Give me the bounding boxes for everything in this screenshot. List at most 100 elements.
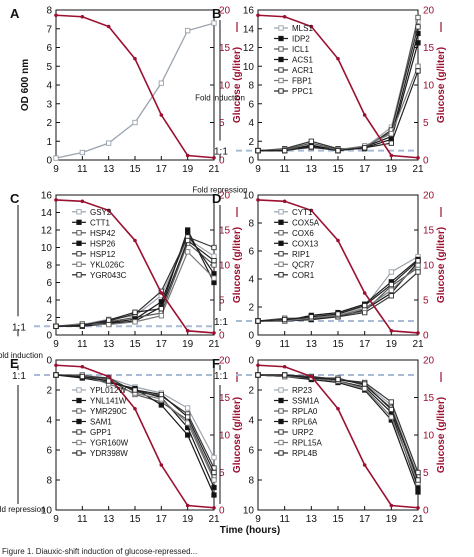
legend-entry: RPL6A — [292, 418, 318, 427]
data-point — [80, 199, 85, 204]
legend-entry: YPL012W — [90, 386, 126, 395]
data-point — [255, 318, 261, 324]
left-tick-label: 0 — [46, 156, 52, 167]
legend-swatch-marker — [278, 439, 284, 446]
glucose-axis-label: Glucose (g/liter) — [436, 227, 447, 303]
x-tick-label: 19 — [386, 164, 398, 175]
data-point — [106, 208, 111, 213]
data-point — [212, 155, 216, 160]
legend-entry: CYT1 — [292, 208, 313, 217]
left-tick-label: 0 — [248, 331, 254, 342]
glucose-axis-label: Glucose (g/liter) — [436, 397, 447, 473]
right-tick-label: 0 — [423, 506, 429, 517]
data-point — [106, 140, 112, 146]
data-point — [159, 113, 164, 117]
left-tick-label: 16 — [41, 191, 53, 202]
series-ygr043c — [53, 237, 217, 329]
series-glucose — [54, 13, 216, 160]
right-tick-label: 0 — [219, 156, 225, 167]
data-point — [335, 147, 341, 154]
right-tick-label: 20 — [219, 6, 231, 17]
left-tick-label: 4 — [46, 416, 52, 427]
x-tick-label: 17 — [156, 164, 168, 175]
data-point — [211, 244, 217, 251]
x-tick-label: 9 — [53, 514, 59, 525]
right-tick-label: 10 — [423, 81, 435, 92]
data-point — [415, 269, 421, 275]
data-point — [335, 311, 341, 317]
data-point — [185, 27, 191, 34]
x-tick-label: 9 — [255, 514, 261, 525]
data-point — [388, 287, 394, 293]
data-point — [158, 396, 164, 402]
data-point — [336, 56, 340, 61]
right-tick-label: 15 — [423, 393, 435, 404]
left-tick-label: 0 — [248, 356, 254, 367]
legend-entry: MLS1 — [292, 24, 313, 33]
legend-swatch-marker — [278, 35, 284, 42]
data-point — [282, 372, 288, 378]
x-tick-label: 9 — [53, 339, 59, 350]
legend-entry: URP2 — [292, 428, 314, 437]
legend-swatch-marker — [76, 209, 82, 215]
left-tick-label: 16 — [243, 6, 255, 17]
legend-entry: GSY2 — [90, 208, 112, 217]
data-point — [282, 199, 287, 204]
panel-letter: E — [10, 356, 19, 371]
data-point — [256, 198, 260, 202]
x-tick-label: 13 — [103, 514, 115, 525]
data-point — [185, 249, 191, 255]
data-point — [309, 374, 314, 379]
x-tick-label: 17 — [359, 514, 371, 525]
data-point — [79, 322, 85, 329]
ratio-label: 1:1 — [12, 371, 26, 382]
legend-swatch-marker — [278, 219, 284, 225]
left-tick-label: 6 — [248, 247, 254, 258]
data-point — [415, 24, 421, 30]
series-ydr398w — [53, 372, 217, 476]
left-tick-label: 10 — [243, 506, 255, 517]
left-tick-label: 8 — [248, 476, 254, 487]
legend-swatch-marker — [278, 46, 284, 52]
legend-swatch-marker — [278, 418, 284, 425]
data-point — [255, 372, 261, 378]
data-point — [106, 317, 112, 323]
x-tick-label: 15 — [129, 164, 141, 175]
data-point — [282, 364, 287, 369]
x-tick-label: 9 — [255, 164, 261, 175]
series-glucose — [256, 198, 420, 335]
x-tick-label: 19 — [386, 514, 398, 525]
legend-entry: COR1 — [292, 271, 315, 280]
x-tick-label: 17 — [156, 514, 168, 525]
data-point — [388, 269, 394, 275]
data-point — [185, 503, 190, 508]
x-tick-label: 17 — [359, 339, 371, 350]
left-tick-label: 10 — [243, 62, 255, 73]
legend-swatch-marker — [278, 230, 284, 236]
left-tick-label: 0 — [248, 156, 254, 167]
data-point — [132, 119, 138, 126]
legend-swatch-marker — [278, 209, 284, 215]
left-tick-label: 4 — [46, 296, 52, 307]
x-tick-label: 21 — [208, 339, 220, 350]
legend-entry: YKL026C — [90, 261, 124, 270]
data-point — [133, 238, 137, 243]
data-point — [415, 68, 421, 74]
right-tick-label: 20 — [219, 191, 231, 202]
legend-entry: ACS1 — [292, 56, 313, 65]
right-tick-label: 15 — [219, 43, 231, 54]
data-point — [158, 402, 164, 408]
x-tick-label: 11 — [279, 164, 290, 175]
x-tick-label: 19 — [182, 164, 194, 175]
legend-swatch-marker — [76, 230, 82, 236]
x-tick-label: 13 — [306, 514, 318, 525]
x-tick-label: 19 — [182, 514, 194, 525]
data-point — [212, 331, 216, 335]
legend-swatch-marker — [278, 408, 284, 414]
legend-entry: RIP1 — [292, 250, 310, 259]
data-point — [336, 406, 340, 411]
right-tick-label: 15 — [423, 226, 435, 237]
data-point — [133, 56, 137, 61]
legend-entry: CTT1 — [90, 219, 111, 228]
